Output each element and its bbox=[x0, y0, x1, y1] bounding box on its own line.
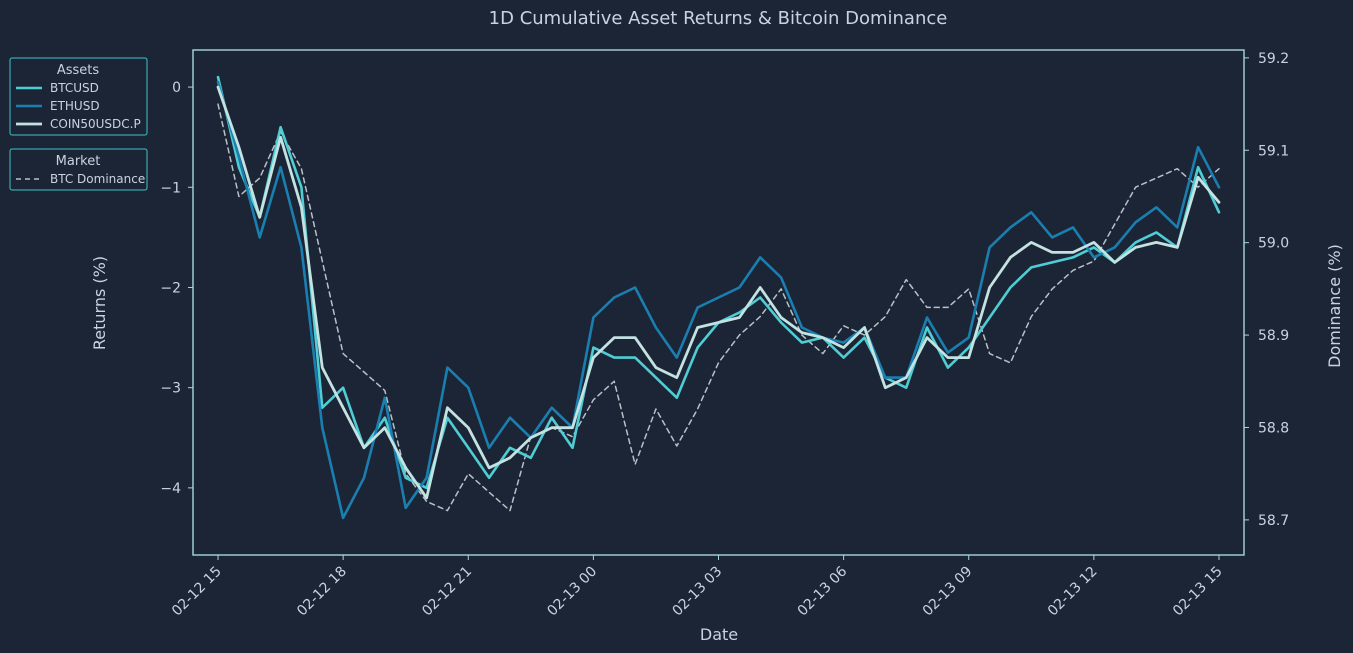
legend-assets-box bbox=[9, 57, 148, 136]
y2-tick-label: 59.0 bbox=[1258, 236, 1289, 252]
legend-label-btcusd: BTCUSD bbox=[50, 81, 99, 95]
legend-market: Market BTC Dominance bbox=[9, 148, 148, 191]
y-axis-right: 59.2 59.1 59.0 58.9 58.8 58.7 bbox=[1244, 51, 1289, 529]
y-axis-title: Returns (%) bbox=[90, 256, 109, 350]
y-tick-label: −4 bbox=[160, 481, 181, 497]
y-axis-left: 0 −1 −2 −3 −4 bbox=[160, 80, 193, 497]
legend-label-dominance: BTC Dominance bbox=[50, 172, 145, 186]
legend-label-coin50: COIN50USDC.P bbox=[50, 117, 141, 131]
legend-market-box bbox=[9, 148, 148, 191]
series-line-coin50usdc-p bbox=[216, 85, 1221, 500]
series-line-btc-dominance bbox=[217, 103, 1220, 512]
y2-axis-title: Dominance (%) bbox=[1325, 244, 1344, 368]
chart-title: 1D Cumulative Asset Returns & Bitcoin Do… bbox=[489, 8, 948, 29]
y-tick-label: 0 bbox=[172, 80, 181, 96]
y-tick-label: −3 bbox=[160, 381, 181, 397]
series-line-ethusd bbox=[216, 80, 1221, 520]
x-axis-title: Date bbox=[700, 625, 738, 644]
y2-tick-label: 59.1 bbox=[1258, 143, 1289, 159]
legend-assets: Assets BTCUSD ETHUSD COIN50USDC.P bbox=[9, 57, 148, 136]
legend-label-ethusd: ETHUSD bbox=[50, 99, 100, 113]
legend-assets-title: Assets bbox=[57, 63, 100, 78]
y-tick-label: −2 bbox=[160, 280, 181, 296]
y2-tick-label: 59.2 bbox=[1258, 51, 1289, 67]
y2-tick-label: 58.9 bbox=[1258, 328, 1289, 344]
series-layer bbox=[216, 75, 1221, 520]
y-tick-label: −1 bbox=[160, 180, 181, 196]
y2-tick-label: 58.7 bbox=[1258, 513, 1289, 529]
y2-tick-label: 58.8 bbox=[1258, 420, 1289, 436]
legend-market-title: Market bbox=[56, 154, 101, 169]
